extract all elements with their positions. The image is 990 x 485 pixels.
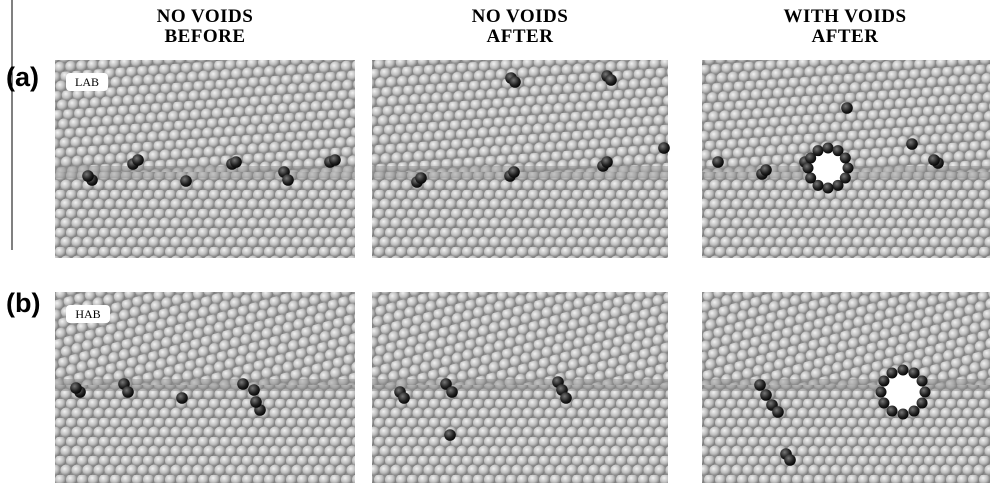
defect-atom bbox=[415, 172, 427, 184]
void-atom bbox=[887, 406, 898, 417]
defect-atom bbox=[82, 170, 94, 182]
atoms-lower bbox=[55, 172, 355, 258]
panels bbox=[55, 60, 990, 483]
defect-atom bbox=[754, 379, 766, 391]
defect-atom bbox=[508, 166, 520, 178]
void-atom bbox=[823, 183, 834, 194]
defect-atom bbox=[446, 386, 458, 398]
defect-atom bbox=[560, 392, 572, 404]
defect-atom bbox=[760, 389, 772, 401]
atoms-lower bbox=[372, 385, 668, 483]
column-header: AFTER bbox=[487, 26, 554, 47]
void-atom bbox=[876, 387, 887, 398]
void-atom bbox=[898, 409, 909, 420]
grain-boundary bbox=[55, 379, 355, 391]
void-atom bbox=[833, 180, 844, 191]
defect-atom bbox=[250, 396, 262, 408]
void-atom bbox=[813, 145, 824, 156]
defect-atom bbox=[329, 154, 341, 166]
defect-atom bbox=[928, 154, 940, 166]
defect-atom bbox=[70, 382, 82, 394]
tag-label: LAB bbox=[75, 75, 99, 89]
atoms-lower bbox=[702, 385, 990, 483]
void-atom bbox=[909, 406, 920, 417]
void-atom bbox=[805, 173, 816, 184]
grain-boundary bbox=[372, 379, 668, 391]
void-atom bbox=[920, 387, 931, 398]
tag-label: HAB bbox=[75, 307, 100, 321]
column-header: BEFORE bbox=[164, 26, 245, 47]
figure: NO VOIDS BEFORE NO VOIDS AFTER WITH VOID… bbox=[0, 0, 990, 485]
void-atom bbox=[843, 163, 854, 174]
row-label: (b) bbox=[6, 288, 40, 318]
void-atom bbox=[878, 398, 889, 409]
defect-atom bbox=[509, 76, 521, 88]
atoms-upper bbox=[372, 292, 668, 385]
defect-atom bbox=[180, 175, 192, 187]
column-header: AFTER bbox=[812, 26, 879, 47]
void-atom bbox=[887, 367, 898, 378]
atoms-lower bbox=[702, 172, 990, 258]
defect-atom bbox=[122, 386, 134, 398]
defect-atom bbox=[841, 102, 853, 114]
defect-atom bbox=[237, 378, 249, 390]
void-atom bbox=[823, 143, 834, 154]
void-atom bbox=[898, 365, 909, 376]
defect-atom bbox=[398, 392, 410, 404]
defect-atom bbox=[712, 156, 724, 168]
defect-atom bbox=[784, 454, 796, 466]
defect-atom bbox=[605, 74, 617, 86]
atoms-lower bbox=[55, 385, 355, 483]
row-label: (a) bbox=[6, 62, 39, 92]
void-atom bbox=[803, 163, 814, 174]
void-atom bbox=[878, 376, 889, 387]
column-header: NO VOIDS bbox=[472, 6, 569, 27]
void-atom bbox=[917, 376, 928, 387]
defect-atom bbox=[444, 429, 456, 441]
defect-atom bbox=[601, 156, 613, 168]
atoms-upper bbox=[372, 60, 668, 172]
defect-atom bbox=[658, 142, 670, 154]
defect-atom bbox=[230, 156, 242, 168]
void-atom bbox=[909, 367, 920, 378]
defect-atom bbox=[906, 138, 918, 150]
grain-boundary bbox=[55, 166, 355, 178]
defect-atom bbox=[248, 384, 260, 396]
void-atom bbox=[917, 398, 928, 409]
defect-atom bbox=[176, 392, 188, 404]
void bbox=[883, 372, 923, 412]
void-atom bbox=[840, 153, 851, 164]
atoms-upper bbox=[702, 292, 990, 385]
grain-boundary bbox=[702, 379, 990, 391]
defect-atom bbox=[760, 164, 772, 176]
defect-atom bbox=[132, 154, 144, 166]
defect-atom bbox=[282, 174, 294, 186]
column-header: WITH VOIDS bbox=[783, 6, 906, 27]
defect-atom bbox=[772, 406, 784, 418]
column-header: NO VOIDS bbox=[157, 6, 254, 27]
